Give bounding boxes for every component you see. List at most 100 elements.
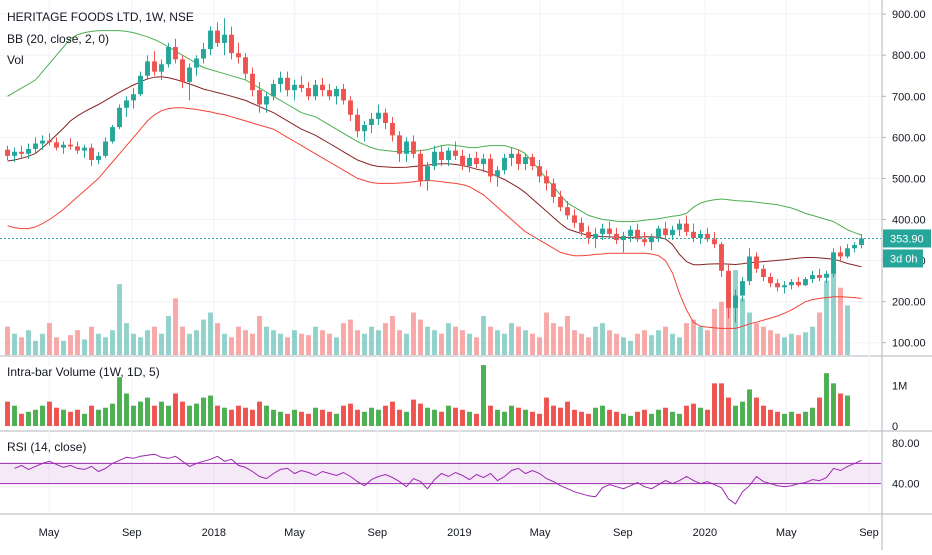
volume-bar [173, 298, 178, 355]
intrabar-volume-bar [705, 409, 710, 426]
candle-body [26, 148, 31, 154]
candle-body [40, 140, 45, 144]
candle-body [495, 170, 500, 177]
time-tick-label: 2018 [202, 527, 226, 539]
volume-bar [796, 335, 801, 355]
candle-body [796, 281, 801, 286]
candle-body [33, 143, 38, 149]
intrabar-volume-bar [390, 401, 395, 426]
candle-body [593, 233, 598, 238]
intrabar-volume-bar [824, 373, 829, 426]
rsi-axis-label: 80.00 [892, 438, 920, 450]
candle-body [82, 147, 87, 151]
candle-body [817, 274, 822, 278]
intrabar-volume-bar [110, 403, 115, 426]
volume-bar [761, 326, 766, 355]
last-price-label: 353.90 [890, 233, 924, 245]
volume-bar [817, 312, 822, 355]
volume-bar [614, 333, 619, 355]
intrabar-volume-bar [586, 413, 591, 426]
intrabar-volume-bar [159, 401, 164, 426]
volume-bar [369, 326, 374, 355]
intrabar-volume-bar [817, 397, 822, 426]
intrabar-volume-bar [54, 407, 59, 426]
volume-bar [425, 326, 430, 355]
volume-bar [593, 326, 598, 355]
volume-bar [341, 323, 346, 355]
candle-body [201, 49, 206, 59]
intrabar-volume-bar [278, 411, 283, 426]
volume-bar [684, 323, 689, 355]
volume-bar [572, 330, 577, 355]
intrabar-volume-bar [656, 409, 661, 426]
candle-body [208, 30, 213, 50]
intrabar-volume-legend: Intra-bar Volume (1W, 1D, 5) [7, 365, 160, 379]
intrabar-volume-bar [733, 405, 738, 426]
candle-body [117, 107, 122, 128]
candle-body [194, 58, 199, 68]
volume-bar [236, 326, 241, 355]
intrabar-volume-bar [19, 413, 24, 426]
intrabar-volume-bar [5, 401, 10, 426]
volume-bar [838, 287, 843, 355]
rsi-legend: RSI (14, close) [7, 440, 87, 454]
candle-body [754, 256, 759, 269]
intrabar-volume-bar [845, 395, 850, 426]
candle-body [369, 118, 374, 126]
time-tick-label: Sep [367, 527, 387, 539]
volume-bar [495, 330, 500, 355]
intrabar-volume-bar [327, 411, 332, 426]
candle-body [250, 73, 255, 91]
intrabar-volume-bar [47, 401, 52, 426]
intrabar-volume-bar [460, 409, 465, 426]
volume-bar [250, 333, 255, 355]
intrabar-volume-bar [320, 409, 325, 426]
candle-body [537, 166, 542, 177]
volume-bar [411, 312, 416, 355]
candle-body [390, 123, 395, 136]
intrabar-volume-bar [33, 409, 38, 426]
candle-body [642, 239, 647, 243]
intrabar-volume-bar [306, 413, 311, 426]
intrabar-volume-bar [635, 411, 640, 426]
candle-body [264, 96, 269, 105]
candle-body [565, 207, 570, 216]
volume-bar [306, 335, 311, 355]
time-tick-label: Sep [122, 527, 142, 539]
price-tick-label: 400.00 [892, 215, 926, 227]
volume-bar [40, 333, 45, 355]
intrabar-volume-bar [537, 413, 542, 426]
intrabar-volume-bar [131, 405, 136, 426]
volume-bar [404, 333, 409, 355]
time-tick-label: 2020 [693, 527, 717, 539]
intrabar-volume-bar [215, 405, 220, 426]
intrabar-volume-bar [803, 411, 808, 426]
intrabar-volume-bar [404, 411, 409, 426]
countdown-label: 3d 0h [890, 253, 918, 265]
candle-body [824, 273, 829, 278]
volume-bar [82, 339, 87, 355]
candle-body [187, 67, 192, 82]
volume-bar [845, 305, 850, 355]
rsi-band-fill [0, 463, 881, 484]
candle-body [292, 84, 297, 91]
volume-bar [775, 333, 780, 355]
volume-bar [61, 340, 66, 355]
volume-bar [663, 326, 668, 355]
volume-bar [145, 330, 150, 355]
volume-bar [712, 308, 717, 355]
intrabar-volume-bar [425, 407, 430, 426]
candle-body [397, 135, 402, 154]
price-tick-label: 600.00 [892, 132, 926, 144]
intrabar-volume-bar [285, 413, 290, 426]
intrabar-volume-bar [152, 405, 157, 426]
volume-bar [432, 330, 437, 355]
candle-body [733, 295, 738, 308]
volume-bar [292, 330, 297, 355]
candle-body [684, 223, 689, 232]
candle-body [110, 127, 115, 142]
volume-bar [635, 333, 640, 355]
price-tick-label: 800.00 [892, 50, 926, 62]
